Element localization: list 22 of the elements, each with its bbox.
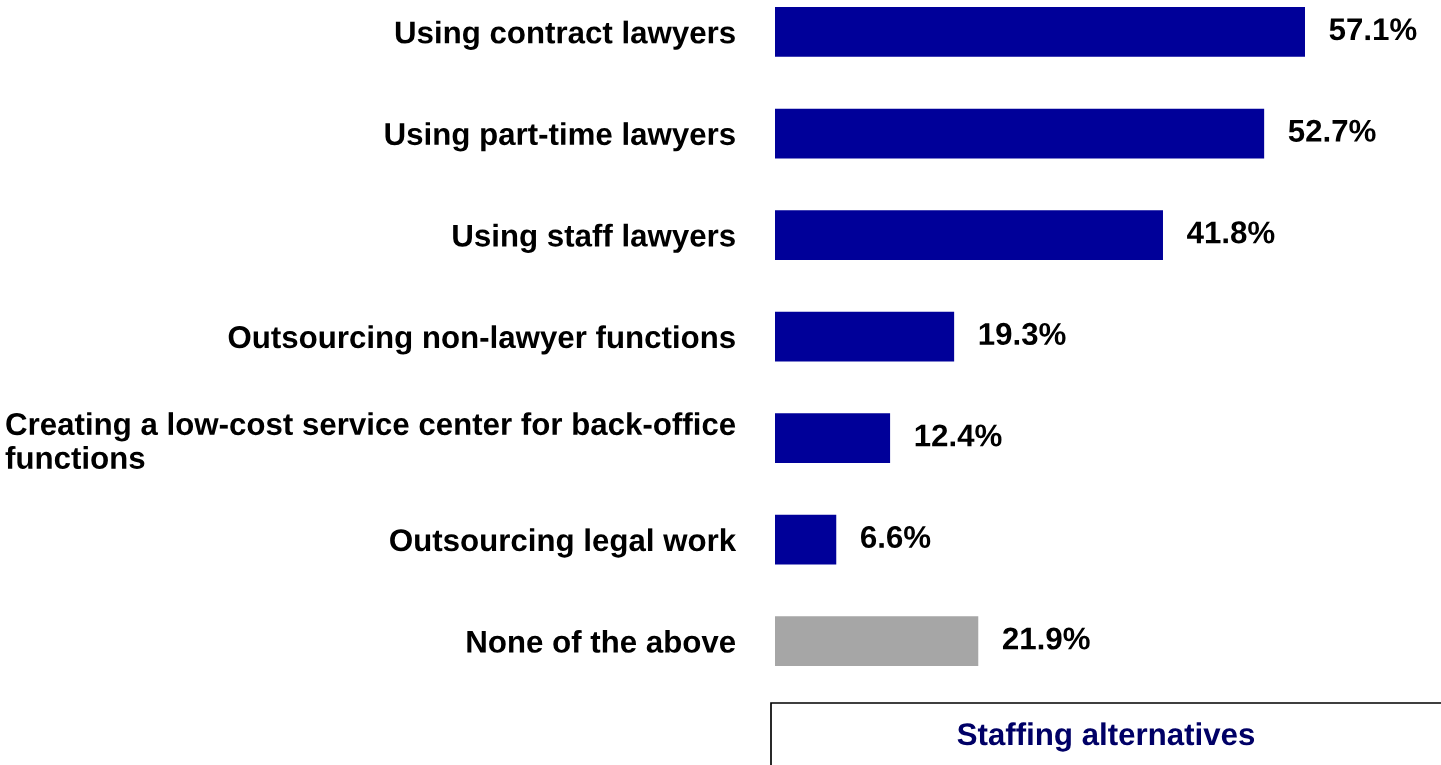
y-tick-label: None of the above	[467, 629, 736, 653]
data-label: 57.1%	[1329, 18, 1417, 41]
text: Staffing alternatives	[957, 722, 1255, 752]
bar	[775, 7, 1305, 57]
data-label: 21.9%	[1002, 627, 1090, 650]
y-tick-label: Using staff lawyers	[453, 223, 735, 254]
y-tick-label: Outsourcing legal work	[390, 528, 737, 558]
y-tick-label: Outsourcing non-lawyer functions	[228, 325, 735, 355]
bar	[775, 210, 1163, 260]
data-label: 6.6%	[861, 525, 931, 549]
data-label: 41.8%	[1187, 221, 1275, 244]
data-label: 52.7%	[1288, 119, 1376, 142]
bar	[775, 616, 979, 667]
y-tick-label: Using contract lawyers	[395, 20, 735, 50]
data-label: 19.3%	[979, 322, 1066, 346]
bar	[775, 413, 891, 464]
bar	[775, 514, 837, 565]
bar	[775, 311, 955, 362]
y-tick-label: Creating a low-cost service center for back-office functions	[5, 412, 736, 469]
bar	[775, 108, 1265, 159]
y-tick-label: Using part-time lawyers	[385, 122, 735, 152]
data-label: 12.4%	[915, 424, 1002, 447]
